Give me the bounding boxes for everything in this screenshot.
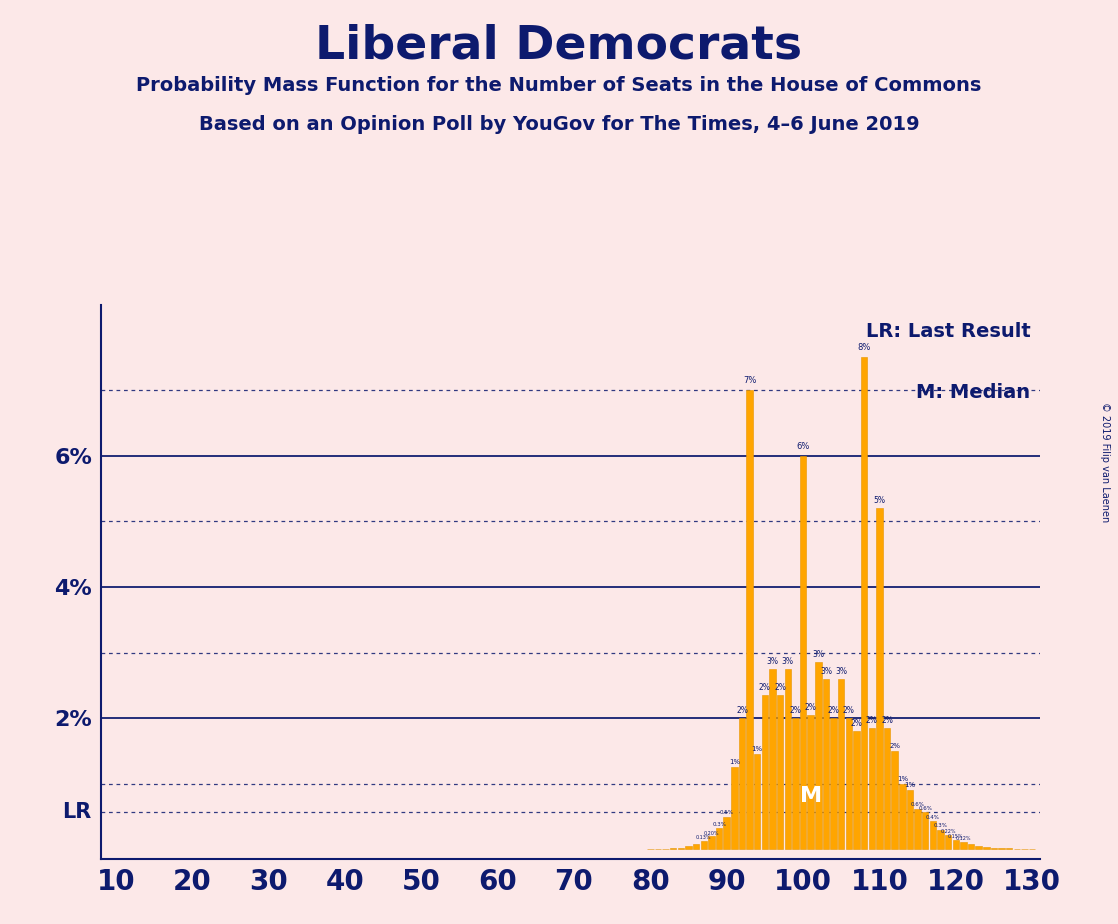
Bar [907,790,913,849]
Bar [701,841,707,849]
Text: 2%: 2% [774,683,786,692]
Text: 1%: 1% [729,760,740,765]
Text: 3%: 3% [835,666,847,675]
Bar [937,830,944,849]
Bar [723,817,730,849]
Bar [899,784,906,849]
Bar [739,718,746,849]
Text: 2%: 2% [789,706,802,715]
Text: 1%: 1% [904,783,916,788]
Bar [853,732,860,849]
Bar [960,842,967,849]
Bar [769,669,776,849]
Text: 6%: 6% [796,442,809,451]
Bar [815,663,822,849]
Text: M: M [799,785,822,806]
Bar [884,728,890,849]
Bar [983,847,989,849]
Text: 0.6%: 0.6% [918,806,932,810]
Text: 0.6%: 0.6% [911,802,925,808]
Text: LR: LR [61,802,92,822]
Bar [845,718,852,849]
Text: 3%: 3% [819,666,832,675]
Text: 0.5%: 0.5% [720,810,733,815]
Bar [891,751,898,849]
Text: Liberal Democrats: Liberal Democrats [315,23,803,68]
Text: 0.12%: 0.12% [956,836,972,841]
Bar [716,828,722,849]
Text: M: Median: M: Median [917,383,1031,402]
Bar [831,718,837,849]
Text: LR: Last Result: LR: Last Result [865,322,1031,341]
Text: 2%: 2% [759,683,770,692]
Text: 2%: 2% [827,706,840,715]
Bar [1006,848,1013,849]
Bar [807,715,814,849]
Text: 2%: 2% [881,716,893,724]
Bar [998,848,1005,849]
Bar [670,848,676,849]
Bar [922,812,928,849]
Text: 8%: 8% [858,343,871,352]
Bar [953,840,959,849]
Bar [793,718,798,849]
Bar [785,669,792,849]
Text: 3%: 3% [781,657,794,666]
Text: 0.22%: 0.22% [940,830,956,834]
Bar [861,358,868,849]
Text: © 2019 Filip van Laenen: © 2019 Filip van Laenen [1100,402,1109,522]
Bar [929,821,936,849]
Text: 1%: 1% [897,776,908,782]
Bar [685,846,692,849]
Bar [731,768,738,849]
Text: 0.3%: 0.3% [934,823,947,829]
Text: 3%: 3% [767,657,778,666]
Bar [991,847,997,849]
Text: 7%: 7% [743,376,756,385]
Bar [945,835,951,849]
Text: 2%: 2% [736,706,748,715]
Bar [693,845,700,849]
Bar [975,845,982,849]
Bar [838,679,844,849]
Bar [869,728,875,849]
Text: Based on an Opinion Poll by YouGov for The Times, 4–6 June 2019: Based on an Opinion Poll by YouGov for T… [199,116,919,135]
Text: 5%: 5% [873,496,885,505]
Text: 2%: 2% [865,716,878,724]
Bar [799,456,806,849]
Bar [823,679,830,849]
Text: 0.15%: 0.15% [948,834,964,839]
Bar [777,695,784,849]
Text: Probability Mass Function for the Number of Seats in the House of Commons: Probability Mass Function for the Number… [136,76,982,95]
Text: 1%: 1% [751,747,762,752]
Text: 3%: 3% [813,650,824,659]
Text: 2%: 2% [851,719,862,728]
Text: 0.4%: 0.4% [926,815,940,820]
Bar [708,836,714,849]
Bar [915,808,921,849]
Bar [678,847,684,849]
Text: 2%: 2% [889,743,900,749]
Bar [747,390,752,849]
Text: 0.13%: 0.13% [697,835,711,840]
Bar [877,508,882,849]
Text: 0.20%: 0.20% [703,831,719,835]
Text: 0.3%: 0.3% [712,821,726,826]
Text: 2%: 2% [805,702,816,711]
Bar [754,754,760,849]
Bar [968,845,974,849]
Text: 2%: 2% [843,706,855,715]
Bar [761,695,768,849]
